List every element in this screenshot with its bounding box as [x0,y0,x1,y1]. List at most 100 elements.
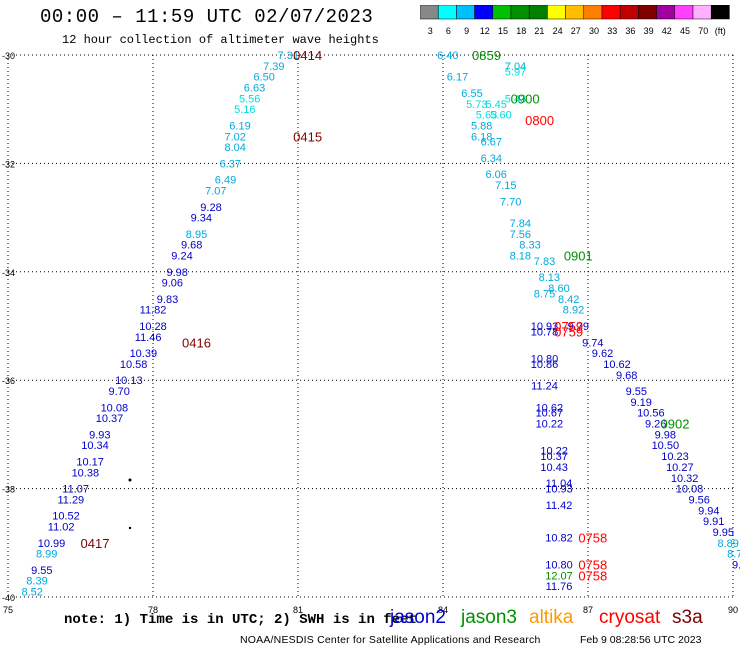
wave-height-label: 8.52 [21,587,42,599]
wave-height-label: 6.17 [447,72,468,84]
pass-time-label: 0758 [578,568,607,583]
wave-height-label: 9.68 [181,240,202,252]
wave-height-label: 6.06 [485,169,506,181]
wave-height-label: 7.84 [510,218,531,230]
wave-height-label: 6.63 [244,83,265,95]
wave-height-label: 9.28 [200,202,221,214]
wave-height-label: 10.28 [139,321,167,333]
wave-height-label: 11.46 [135,332,162,344]
wave-height-label: 9.34 [191,213,212,225]
footer-timestamp: Feb 9 08:28:56 UTC 2023 [580,634,702,646]
wave-height-label: 10.17 [76,457,104,469]
colorbar-swatch [710,5,730,20]
pass-time-label: 0800 [525,113,554,128]
wave-height-label: 9.24 [171,251,192,263]
wave-height-label: 10.93 [531,321,559,333]
wave-height-label: 6.18 [471,131,492,143]
colorbar-label: 3 [428,26,433,36]
wave-height-label: 10.52 [52,511,80,523]
wave-height-label: 6.34 [481,153,502,165]
wave-height-label: 9.95 [713,527,734,539]
y-tick-label: -30 [2,51,15,61]
wave-height-label: 10.82 [545,532,573,544]
wave-height-label: 8.77 [727,549,740,561]
colorbar-label: 30 [589,26,599,36]
wave-height-label: 8.39 [26,576,47,588]
wave-height-label: 5.97 [505,66,526,78]
wave-height-label: 12.21 [545,646,573,650]
wave-height-label: 5.45 [485,99,506,111]
colorbar-label: 24 [553,26,563,36]
wave-height-label: 10.37 [540,451,568,463]
wave-height-label: 11.42 [546,500,573,512]
wave-height-label: 10.08 [101,402,129,414]
wave-height-label: 10.23 [661,451,689,463]
wave-height-label: 7.70 [500,196,521,208]
wave-height-label: 10.08 [676,484,704,496]
chart-title: 00:00 – 11:59 UTC 02/07/2023 [40,6,374,28]
wave-height-label: 10.93 [545,484,573,496]
pass-time-label: 0759 [554,319,583,334]
colorbar-label: 18 [516,26,526,36]
wave-height-label: 9.55 [626,386,647,398]
x-tick-label: 75 [3,605,13,615]
wave-height-label: 7.39 [263,61,284,73]
wave-height-label: 8.33 [519,240,540,252]
x-tick-label: 87 [583,605,593,615]
wave-height-label: 6.49 [215,175,236,187]
wave-height-label: 9.70 [108,386,129,398]
colorbar-label: 15 [498,26,508,36]
wave-height-label: 9.55 [31,565,52,577]
track-marker [128,478,132,482]
wave-height-label: 5.60 [490,110,511,122]
pass-time-label: 0758 [578,530,607,545]
wave-height-label: 8.60 [548,283,569,295]
legend-jason3: jason3 [461,607,517,628]
pass-time-label: 0759 [554,324,583,339]
y-tick-label: -38 [2,485,15,495]
wave-height-label: 6.50 [253,72,274,84]
wave-height-label: 10.67 [536,408,564,420]
y-tick-label: -32 [2,159,15,169]
wave-height-label: 9.98 [166,267,187,279]
wave-height-label: 6.19 [229,120,250,132]
wave-height-label: 9.94 [698,505,719,517]
wave-height-label: 10.78 [531,326,559,338]
wave-height-label: 8.04 [224,142,245,154]
wave-height-label: 7.04 [505,61,526,73]
wave-height-label: 8.95 [186,229,207,241]
data-layer: 7.317.396.506.635.565.16 6.197.028.04 6.37… [17,48,740,650]
colorbar-label: 45 [680,26,690,36]
wave-height-label: 8.18 [510,251,531,263]
colorbar-label: 70 [698,26,708,36]
wave-height-label: 11.82 [140,305,167,317]
wave-height-label: 5.43 [505,93,526,105]
x-tick-label: 84 [438,605,448,615]
wave-height-label: 5.63 [476,110,497,122]
pass-time-label: 0758 [578,557,607,572]
wave-height-label: 6.37 [220,158,241,170]
wave-height-label: 10.50 [652,440,680,452]
wave-height-label: 10.62 [536,402,564,414]
wave-height-label: 9.62 [592,348,613,360]
colorbar-label: 36 [625,26,635,36]
wave-height-label: 11.24 [531,381,558,393]
pass-time-label: 0417 [81,536,110,551]
wave-height-label: 10.22 [540,446,568,458]
wave-height-label: 8.13 [539,272,560,284]
wave-height-label: 10.56 [637,408,665,420]
wave-height-label: 8.42 [558,294,579,306]
wave-height-label: 11.07 [62,484,89,496]
wave-height-label: 10.80 [531,354,559,366]
wave-height-label: 10.37 [96,413,124,425]
colorbar-label: 9 [464,26,469,36]
wave-height-label: 9.06 [732,559,740,571]
wave-height-label: 11.04 [546,478,573,490]
wave-height-label: 8.75 [534,288,555,300]
wave-height-label: 10.34 [81,440,109,452]
wave-height-label: 10.62 [603,359,631,371]
wave-height-label: 7.07 [205,186,226,198]
wave-height-label: 5.88 [471,120,492,132]
legend-jason2: jason2 [390,607,446,628]
wave-height-label: 10.58 [120,359,148,371]
